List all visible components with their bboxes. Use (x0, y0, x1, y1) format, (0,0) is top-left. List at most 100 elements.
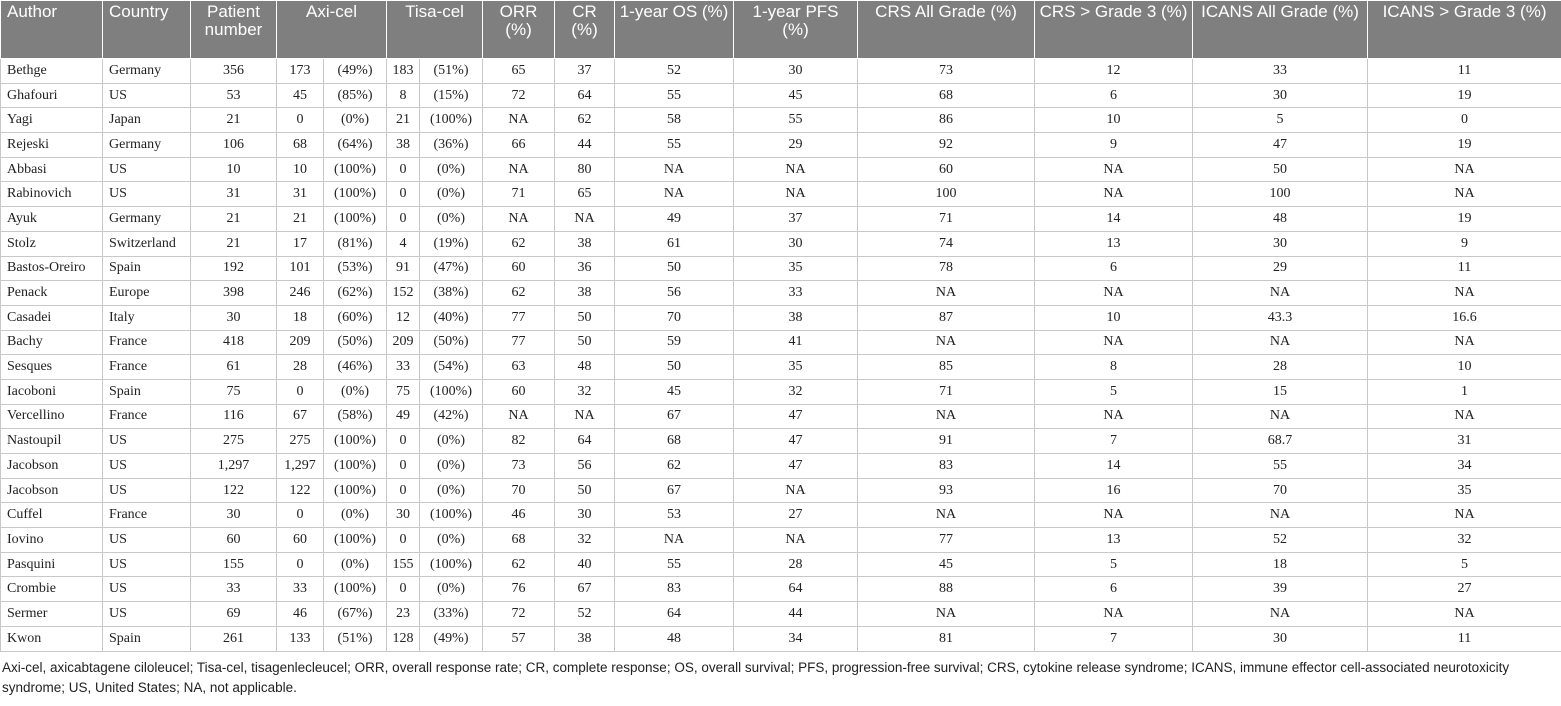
cell-cr: 62 (554, 107, 616, 134)
cell-cr: 64 (554, 82, 616, 109)
cell-crs-all: 45 (857, 551, 1036, 578)
cell-tisacel-n: 12 (386, 304, 421, 331)
header-icans-g3: ICANS > Grade 3 (%) (1367, 0, 1561, 59)
cell-axicel-n: 28 (276, 354, 324, 380)
header-crs-all: CRS All Grade (%) (857, 0, 1036, 59)
cell-1yr-pfs: 38 (733, 304, 859, 331)
cell-axicel-pct: (100%) (322, 576, 388, 603)
cell-author: Sesques (0, 354, 103, 380)
cell-icans-all: NA (1192, 403, 1369, 430)
cell-1yr-os: 49 (614, 206, 735, 232)
cell-crs-g3: 10 (1034, 304, 1194, 331)
table-row: Bachy France 418 209 (50%) 209 (50%) 77 50 59 41 NA… (0, 329, 1561, 356)
cell-cr: 40 (554, 551, 616, 578)
cell-icans-all: 29 (1192, 255, 1369, 282)
cell-axicel-pct: (100%) (322, 181, 388, 208)
cell-tisacel-n: 0 (386, 156, 421, 183)
cell-tisacel-pct: (100%) (419, 107, 484, 134)
cell-patient-number: 30 (190, 304, 277, 331)
cell-axicel-pct: (0%) (322, 551, 388, 578)
cell-1yr-os: 64 (614, 601, 735, 627)
header-cr: CR (%) (554, 0, 616, 59)
cell-tisacel-n: 0 (386, 181, 421, 208)
cell-axicel-n: 0 (276, 502, 324, 529)
cell-country: Spain (102, 378, 191, 405)
table-row: Yagi Japan 21 0 (0%) 21 (100%) NA 62 58 55 86 10 5 0 (0, 107, 1561, 134)
cell-1yr-pfs: 34 (733, 625, 859, 652)
cell-author: Rabinovich (0, 181, 103, 208)
cell-crs-all: 60 (857, 156, 1036, 183)
cell-1yr-pfs: NA (733, 181, 859, 208)
header-crs-g3: CRS > Grade 3 (%) (1034, 0, 1194, 59)
cell-crs-g3: 9 (1034, 132, 1194, 158)
cell-patient-number: 21 (190, 230, 277, 257)
cell-crs-g3: NA (1034, 403, 1194, 430)
cell-tisacel-n: 4 (386, 230, 421, 257)
cell-icans-g3: NA (1367, 502, 1561, 529)
cell-crs-g3: 16 (1034, 477, 1194, 504)
cell-patient-number: 356 (190, 58, 277, 84)
cell-1yr-os: 55 (614, 132, 735, 158)
cell-crs-g3: 10 (1034, 107, 1194, 134)
cell-tisacel-n: 38 (386, 132, 421, 158)
cell-crs-all: 87 (857, 304, 1036, 331)
cell-orr: 46 (482, 502, 556, 529)
cell-tisacel-pct: (50%) (419, 329, 484, 356)
cell-axicel-pct: (81%) (322, 230, 388, 257)
cell-patient-number: 192 (190, 255, 277, 282)
cell-tisacel-pct: (47%) (419, 255, 484, 282)
cell-tisacel-n: 21 (386, 107, 421, 134)
cell-patient-number: 60 (190, 527, 277, 553)
cell-tisacel-n: 8 (386, 82, 421, 109)
cell-1yr-os: 68 (614, 428, 735, 454)
cell-author: Casadei (0, 304, 103, 331)
cell-icans-g3: 1 (1367, 378, 1561, 405)
cell-crs-all: NA (857, 329, 1036, 356)
cell-1yr-pfs: NA (733, 156, 859, 183)
cell-icans-all: NA (1192, 502, 1369, 529)
cell-icans-g3: 11 (1367, 625, 1561, 652)
cell-orr: 62 (482, 551, 556, 578)
header-row: Author Country Patient number Axi-cel Ti… (0, 0, 1561, 59)
cell-icans-g3: NA (1367, 156, 1561, 183)
cell-crs-all: 91 (857, 428, 1036, 454)
cell-tisacel-pct: (100%) (419, 551, 484, 578)
cell-orr: NA (482, 107, 556, 134)
cell-crs-g3: NA (1034, 181, 1194, 208)
cell-patient-number: 21 (190, 206, 277, 232)
cell-tisacel-n: 152 (386, 280, 421, 306)
table-row: Jacobson US 122 122 (100%) 0 (0%) 70 50 67 NA 93 16 7… (0, 477, 1561, 504)
cell-crs-all: 85 (857, 354, 1036, 380)
cell-tisacel-n: 0 (386, 206, 421, 232)
cell-patient-number: 106 (190, 132, 277, 158)
header-icans-all: ICANS All Grade (%) (1192, 0, 1369, 59)
cell-axicel-pct: (64%) (322, 132, 388, 158)
cell-orr: 82 (482, 428, 556, 454)
cell-axicel-n: 173 (276, 58, 324, 84)
cell-tisacel-pct: (19%) (419, 230, 484, 257)
cell-axicel-pct: (100%) (322, 453, 388, 479)
cell-axicel-pct: (50%) (322, 329, 388, 356)
cell-author: Ayuk (0, 206, 103, 232)
cell-tisacel-n: 155 (386, 551, 421, 578)
cell-orr: 68 (482, 527, 556, 553)
cell-1yr-pfs: 28 (733, 551, 859, 578)
cell-orr: 62 (482, 230, 556, 257)
table-row: Vercellino France 116 67 (58%) 49 (42%) NA NA 67 4… (0, 403, 1561, 430)
cell-cr: 30 (554, 502, 616, 529)
cell-icans-all: 30 (1192, 625, 1369, 652)
cell-crs-all: 74 (857, 230, 1036, 257)
cell-1yr-os: 50 (614, 255, 735, 282)
cell-axicel-pct: (49%) (322, 58, 388, 84)
cell-country: France (102, 502, 191, 529)
cell-crs-g3: 8 (1034, 354, 1194, 380)
cell-1yr-pfs: 27 (733, 502, 859, 529)
cell-1yr-os: 62 (614, 453, 735, 479)
cell-crs-g3: 13 (1034, 527, 1194, 553)
cell-crs-all: 71 (857, 206, 1036, 232)
cell-tisacel-pct: (49%) (419, 625, 484, 652)
cell-1yr-os: 55 (614, 82, 735, 109)
cell-country: Germany (102, 206, 191, 232)
table-row: Bastos-Oreiro Spain 192 101 (53%) 91 (47%) 60 36… (0, 255, 1561, 282)
